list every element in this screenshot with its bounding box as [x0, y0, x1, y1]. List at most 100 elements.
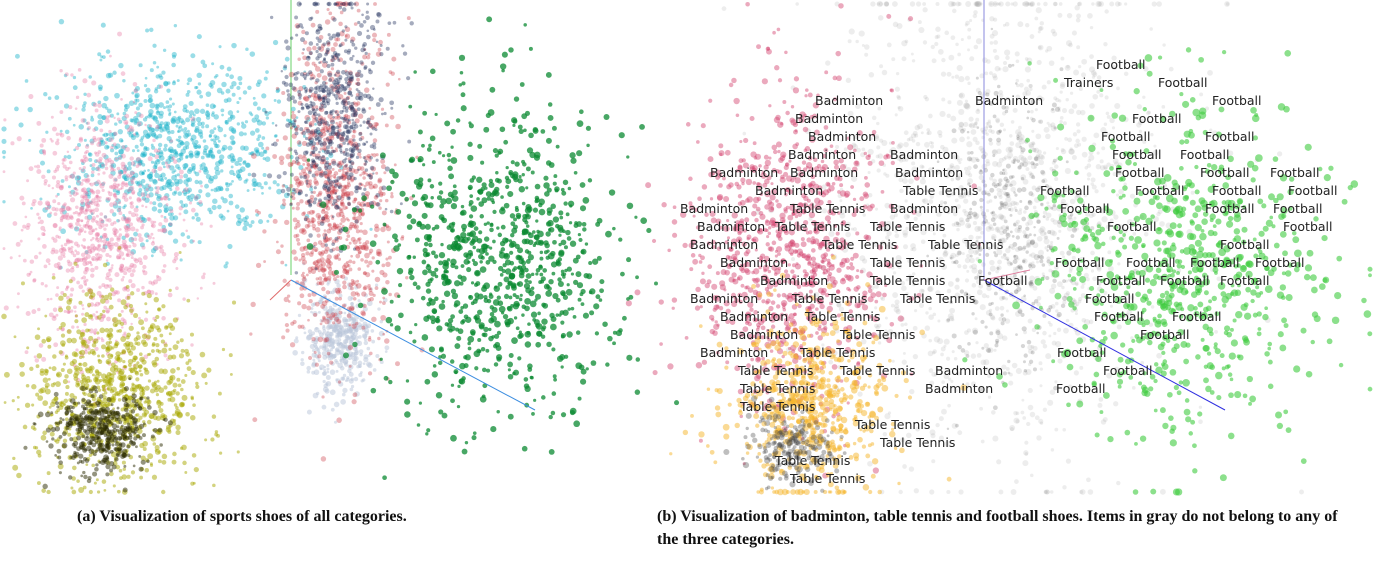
point: [326, 2, 331, 6]
point: [14, 106, 19, 112]
point: [107, 157, 112, 163]
point: [177, 178, 183, 185]
point: [58, 350, 63, 355]
point: [313, 369, 320, 376]
point: [369, 155, 373, 160]
point: [171, 102, 175, 106]
point: [351, 134, 356, 139]
point: [310, 302, 316, 307]
point: [314, 180, 320, 186]
point: [128, 236, 135, 243]
point: [150, 248, 157, 254]
point: [358, 335, 362, 339]
point: [344, 339, 349, 344]
point: [122, 275, 125, 279]
point: [143, 400, 147, 404]
point: [80, 118, 86, 123]
point: [187, 167, 193, 173]
point: [72, 465, 77, 471]
point: [84, 312, 90, 318]
point: [341, 342, 348, 348]
point: [148, 109, 154, 115]
point: [134, 98, 138, 102]
point: [340, 217, 346, 223]
point: [58, 295, 64, 301]
point: [67, 222, 73, 228]
point: [55, 401, 59, 405]
point: [86, 201, 91, 206]
point: [195, 216, 201, 222]
point: [98, 302, 101, 305]
point: [126, 422, 131, 426]
point: [70, 245, 74, 249]
point: [310, 220, 314, 224]
point: [321, 75, 328, 81]
point: [80, 219, 84, 223]
point: [311, 337, 316, 342]
point: [163, 80, 169, 86]
point: [141, 433, 146, 438]
point: [138, 316, 141, 320]
point: [165, 424, 171, 430]
point: [134, 341, 138, 346]
point: [94, 265, 99, 270]
point: [213, 187, 218, 193]
point: [236, 110, 240, 113]
point: [163, 143, 168, 148]
point: [343, 91, 347, 95]
point: [188, 150, 194, 156]
point: [186, 82, 190, 86]
point: [88, 260, 92, 264]
point: [73, 226, 80, 232]
point: [41, 338, 47, 344]
point: [118, 233, 123, 237]
point: [25, 225, 30, 231]
point: [154, 388, 159, 393]
point: [332, 224, 338, 230]
point: [158, 110, 164, 116]
point: [91, 216, 97, 221]
point: [226, 66, 232, 72]
point: [89, 164, 93, 168]
point: [347, 218, 350, 222]
point: [56, 164, 60, 169]
point: [180, 128, 184, 132]
point: [52, 222, 58, 229]
point: [152, 237, 155, 240]
point: [160, 172, 166, 178]
point: [205, 91, 212, 97]
point: [336, 318, 342, 324]
point: [119, 169, 124, 175]
point: [100, 406, 106, 412]
point: [438, 303, 446, 310]
point: [328, 36, 334, 41]
point: [76, 218, 80, 223]
point: [384, 207, 388, 211]
point: [243, 145, 249, 152]
point: [340, 274, 346, 279]
point: [108, 132, 114, 137]
point: [157, 228, 161, 232]
point: [66, 154, 72, 160]
point: [95, 370, 100, 375]
point: [50, 249, 55, 255]
point: [142, 446, 147, 451]
point: [80, 418, 86, 424]
point: [74, 310, 77, 313]
point: [154, 245, 160, 251]
point: [88, 400, 92, 404]
point: [102, 262, 108, 268]
point: [130, 409, 136, 414]
point: [508, 295, 513, 300]
point: [70, 486, 74, 490]
point: [262, 172, 267, 178]
point: [362, 42, 367, 47]
point: [105, 49, 111, 54]
point: [374, 223, 379, 229]
point: [318, 105, 324, 110]
point: [84, 201, 90, 207]
point: [65, 268, 70, 273]
point: [133, 117, 140, 124]
point: [257, 134, 262, 139]
point: [347, 118, 351, 122]
